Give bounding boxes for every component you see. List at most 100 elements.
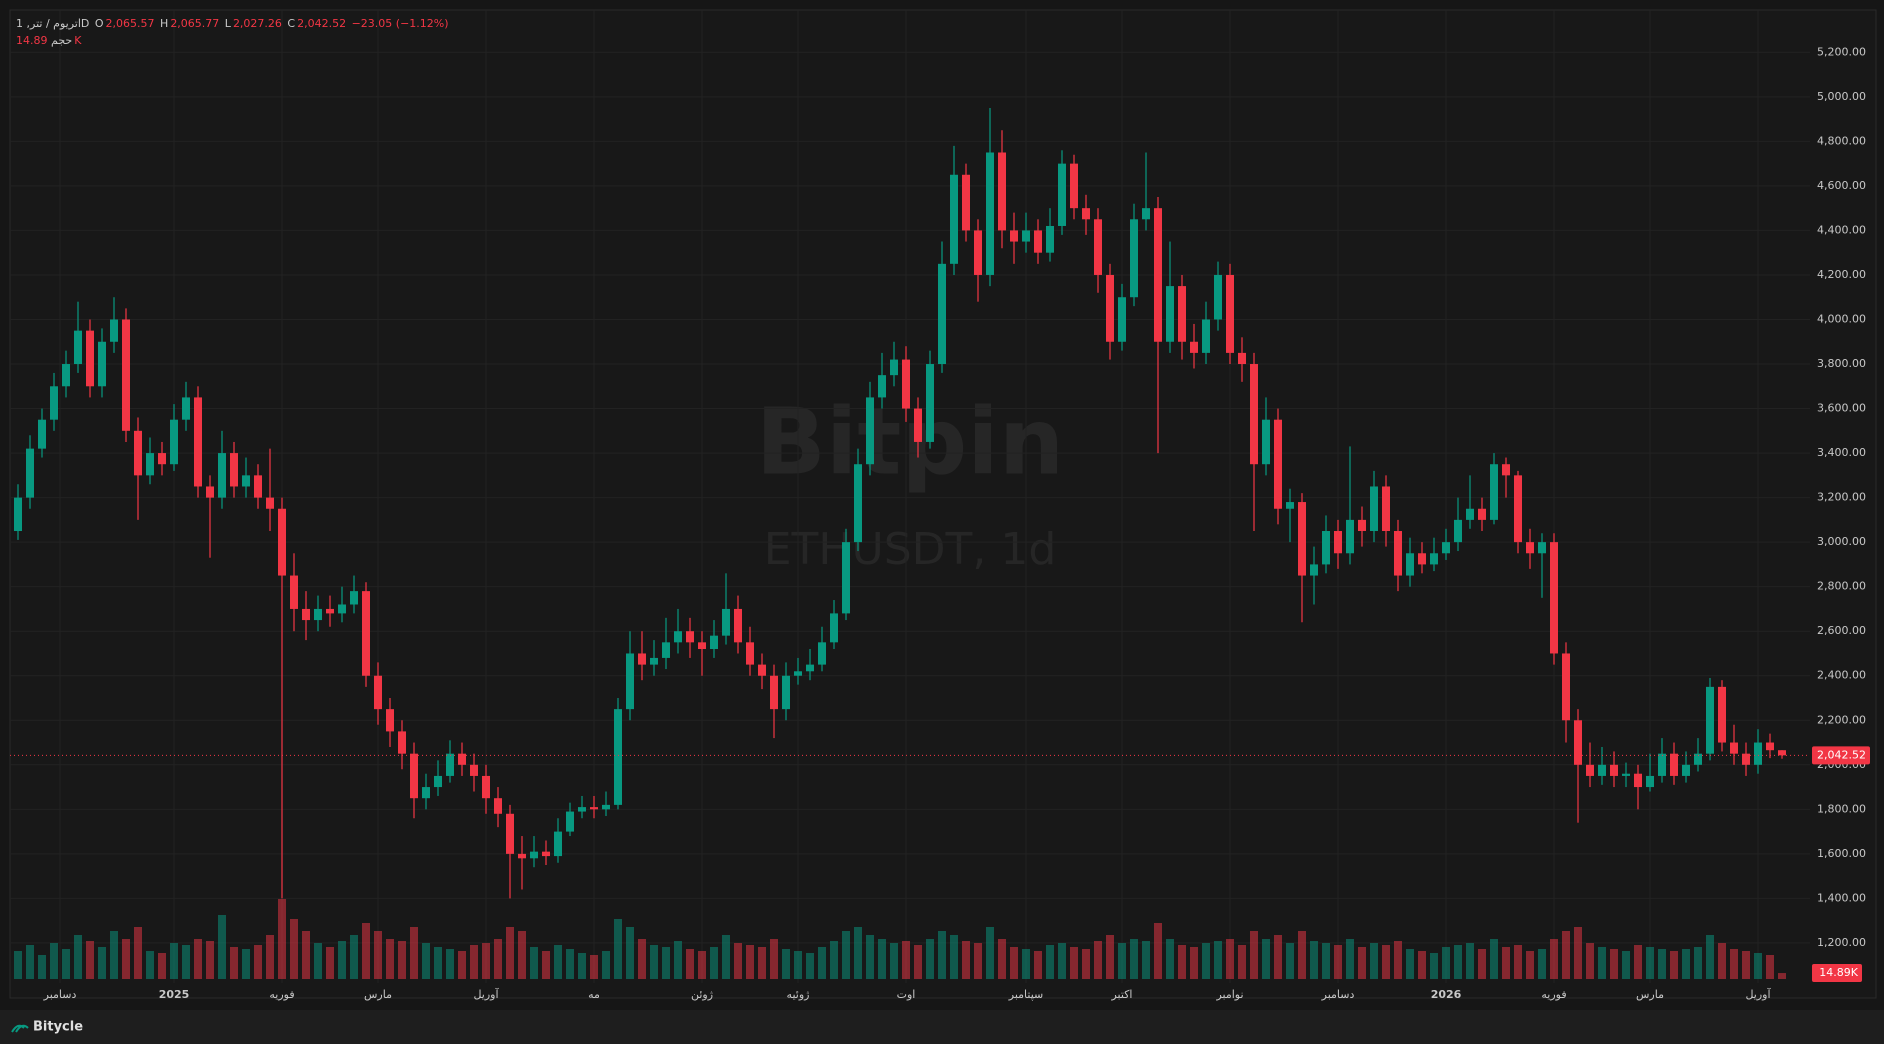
candle-body (554, 831, 562, 857)
candle-body (1730, 742, 1738, 754)
candle-body (1034, 230, 1042, 253)
volume-bar (674, 941, 682, 979)
candle-body (434, 775, 442, 788)
x-tick-label: ژوئیه (787, 988, 810, 1001)
volume-bar (302, 931, 310, 979)
volume-bar (986, 927, 994, 979)
volume-bar (1070, 947, 1078, 979)
candle-body (1442, 542, 1450, 554)
volume-bar (1682, 949, 1690, 979)
candle-body (194, 397, 202, 487)
volume-bar (686, 949, 694, 979)
candle-body (458, 753, 466, 765)
candle-body (1226, 274, 1234, 353)
volume-bar (1754, 953, 1762, 979)
candle-body (542, 851, 550, 857)
candle-body (1646, 775, 1654, 788)
candle-body (1070, 163, 1078, 209)
volume-bar (290, 919, 298, 979)
candle-body (1514, 475, 1522, 543)
candle-body (62, 364, 70, 387)
last-volume-tag (1812, 964, 1862, 982)
candle-body (1478, 508, 1486, 520)
volume-bar (1430, 953, 1438, 979)
candle-body (938, 263, 946, 365)
volume-bar (1298, 931, 1306, 979)
volume-bar (1214, 941, 1222, 979)
candle-body (254, 475, 262, 498)
volume-bar (1574, 927, 1582, 979)
candle-body (1022, 230, 1030, 242)
candle-body (14, 497, 22, 532)
volume-bar (146, 951, 154, 979)
candle-body (506, 813, 514, 854)
volume-bar (938, 931, 946, 979)
candle-body (1082, 208, 1090, 220)
volume-bar (230, 947, 238, 979)
candle-body (890, 359, 898, 376)
candle-body (446, 753, 454, 776)
volume-bar (62, 949, 70, 979)
volume-bar (542, 951, 550, 979)
volume-bar (1550, 939, 1558, 979)
symbol: اتریوم / تتر, 1D (16, 17, 90, 30)
volume-bar (1742, 951, 1750, 979)
y-tick-label: 4,400.00 (1817, 223, 1866, 236)
candle-body (38, 419, 46, 449)
footer-icon (11, 1024, 29, 1033)
volume-bar (1538, 949, 1546, 979)
y-tick-label: 1,800.00 (1817, 802, 1866, 815)
volume-bar (410, 927, 418, 979)
ohlc-key: O (94, 17, 104, 30)
last-volume-label: 14.89K (1819, 966, 1858, 979)
volume-bar (278, 899, 286, 979)
ohlc-value: 2,042.52 (297, 17, 347, 30)
volume-bar (746, 945, 754, 979)
volume-bar (158, 953, 166, 979)
volume-bar (554, 945, 562, 979)
volume-bar (842, 931, 850, 979)
volume-bar (1034, 951, 1042, 979)
volume-bar (1166, 939, 1174, 979)
legend: اتریوم / تتر, 1D O 2,065.57 H 2,065.77 L 2,… (16, 15, 451, 49)
volume-bar (1046, 945, 1054, 979)
volume-bar (1394, 941, 1402, 979)
ohlc-key: L (224, 17, 231, 30)
volume-bar (530, 947, 538, 979)
candle-body (266, 497, 274, 509)
candle-body (1178, 286, 1186, 342)
candle-body (1694, 753, 1702, 765)
y-tick-label: 3,800.00 (1817, 357, 1866, 370)
candle-body (86, 330, 94, 387)
candle-body (710, 635, 718, 650)
volume-bar (1262, 939, 1270, 979)
y-tick-label: 1,600.00 (1817, 847, 1866, 860)
candle-body (926, 364, 934, 442)
candle-body (1274, 419, 1282, 509)
y-tick-label: 3,200.00 (1817, 491, 1866, 504)
candle-body (734, 608, 742, 643)
last-price-label: 2,042.52 (1817, 748, 1866, 761)
volume-bar (254, 945, 262, 979)
volume-bar (218, 915, 226, 979)
candle-body (146, 453, 154, 476)
candle-body (158, 453, 166, 465)
candle-body (1298, 502, 1306, 576)
candle-body (746, 642, 754, 665)
candle-body (1334, 531, 1342, 554)
volume-bar (266, 935, 274, 979)
candle-body (26, 448, 34, 498)
candle-body (1154, 208, 1162, 342)
change: −23.05 (−1.12%) (351, 17, 449, 30)
volume-bar (338, 941, 346, 979)
volume-bar (1694, 947, 1702, 979)
candle-body (362, 591, 370, 676)
candle-body (986, 152, 994, 275)
candle-body (170, 419, 178, 465)
x-tick-label: دسامبر (43, 988, 77, 1001)
y-tick-label: 1,200.00 (1817, 936, 1866, 949)
candle-body (1682, 764, 1690, 776)
volume-bar (1658, 949, 1666, 979)
candle-body (758, 664, 766, 676)
